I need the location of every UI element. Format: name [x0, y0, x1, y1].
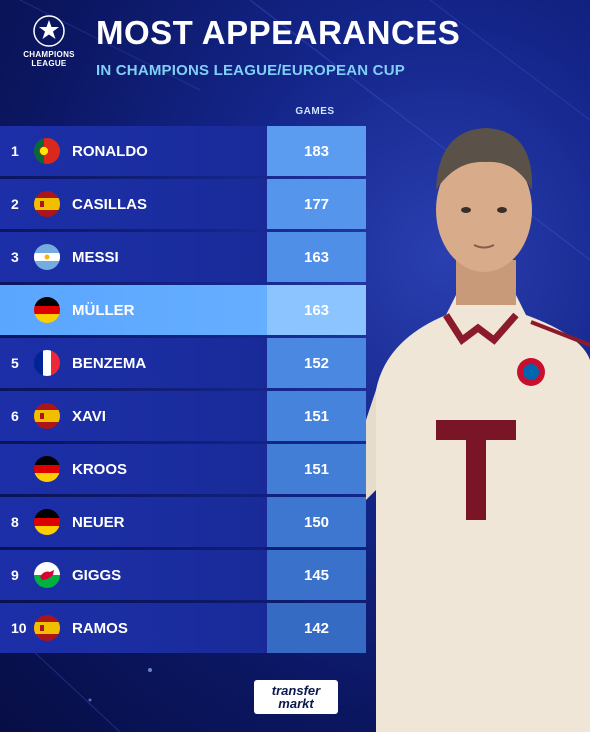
player-name: BENZEMA [72, 354, 147, 372]
germany-flag-icon [34, 297, 60, 323]
table-row: 3 MESSI 163 [0, 232, 366, 282]
player-name: KROOS [72, 460, 128, 478]
germany-flag-icon [34, 456, 60, 482]
rank-number: 10 [11, 620, 27, 636]
player-name: RAMOS [72, 619, 128, 637]
logo-text-line2: LEAGUE [31, 59, 67, 68]
brand-text-line2: markt [278, 695, 314, 711]
games-count: 177 [267, 179, 366, 229]
player-name: XAVI [72, 407, 106, 425]
table-row: 8 NEUER 150 [0, 497, 366, 547]
games-count: 151 [267, 444, 366, 494]
table-row: 5 BENZEMA 152 [0, 338, 366, 388]
player-name: MESSI [72, 248, 119, 266]
games-column-header: GAMES [295, 106, 335, 117]
rank-number: 8 [11, 514, 19, 530]
player-name: NEUER [72, 513, 125, 531]
table-row: 10 RAMOS 142 [0, 603, 366, 653]
table-row: MÜLLER 163 [0, 285, 366, 335]
player-name: RONALDO [72, 142, 148, 160]
rank-number: 2 [11, 196, 19, 212]
logo-text-line1: CHAMPIONS [23, 50, 75, 59]
player-name: MÜLLER [72, 301, 135, 319]
rank-number: 6 [11, 408, 19, 424]
table-row: KROOS 151 [0, 444, 366, 494]
games-count: 142 [267, 603, 366, 653]
rank-number: 3 [11, 249, 19, 265]
spain-flag-icon [34, 191, 60, 217]
table-row: 2 CASILLAS 177 [0, 179, 366, 229]
games-count: 150 [267, 497, 366, 547]
player-name: CASILLAS [72, 195, 147, 213]
games-count: 151 [267, 391, 366, 441]
champions-league-logo: CHAMPIONS LEAGUE [14, 14, 84, 68]
spain-flag-icon [34, 615, 60, 641]
table-row: 9 GIGGS 145 [0, 550, 366, 600]
transfermarkt-logo: transfer markt [254, 680, 338, 714]
starball-icon [33, 15, 65, 47]
games-count: 152 [267, 338, 366, 388]
spain-flag-icon [34, 403, 60, 429]
argentina-flag-icon [34, 244, 60, 270]
france-flag-icon [34, 350, 60, 376]
table-row: 1 RONALDO 183 [0, 126, 366, 176]
games-count: 145 [267, 550, 366, 600]
page-title: MOST APPEARANCES [96, 14, 461, 51]
ranking-table: 1 RONALDO 183 2 CASILLAS 177 3 MESSI 163 MÜLLER 16… [0, 126, 366, 656]
rank-number: 9 [11, 567, 19, 583]
games-count: 163 [267, 285, 366, 335]
games-count: 163 [267, 232, 366, 282]
games-count: 183 [267, 126, 366, 176]
wales-flag-icon [34, 562, 60, 588]
table-row: 6 XAVI 151 [0, 391, 366, 441]
player-photo [366, 128, 590, 732]
player-name: GIGGS [72, 566, 122, 584]
page-subtitle: IN CHAMPIONS LEAGUE/EUROPEAN CUP [96, 62, 405, 79]
rank-number: 5 [11, 355, 19, 371]
brand-text-line1: transfer [271, 682, 321, 698]
portugal-flag-icon [34, 138, 60, 164]
germany-flag-icon [34, 509, 60, 535]
rank-number: 1 [11, 143, 19, 159]
